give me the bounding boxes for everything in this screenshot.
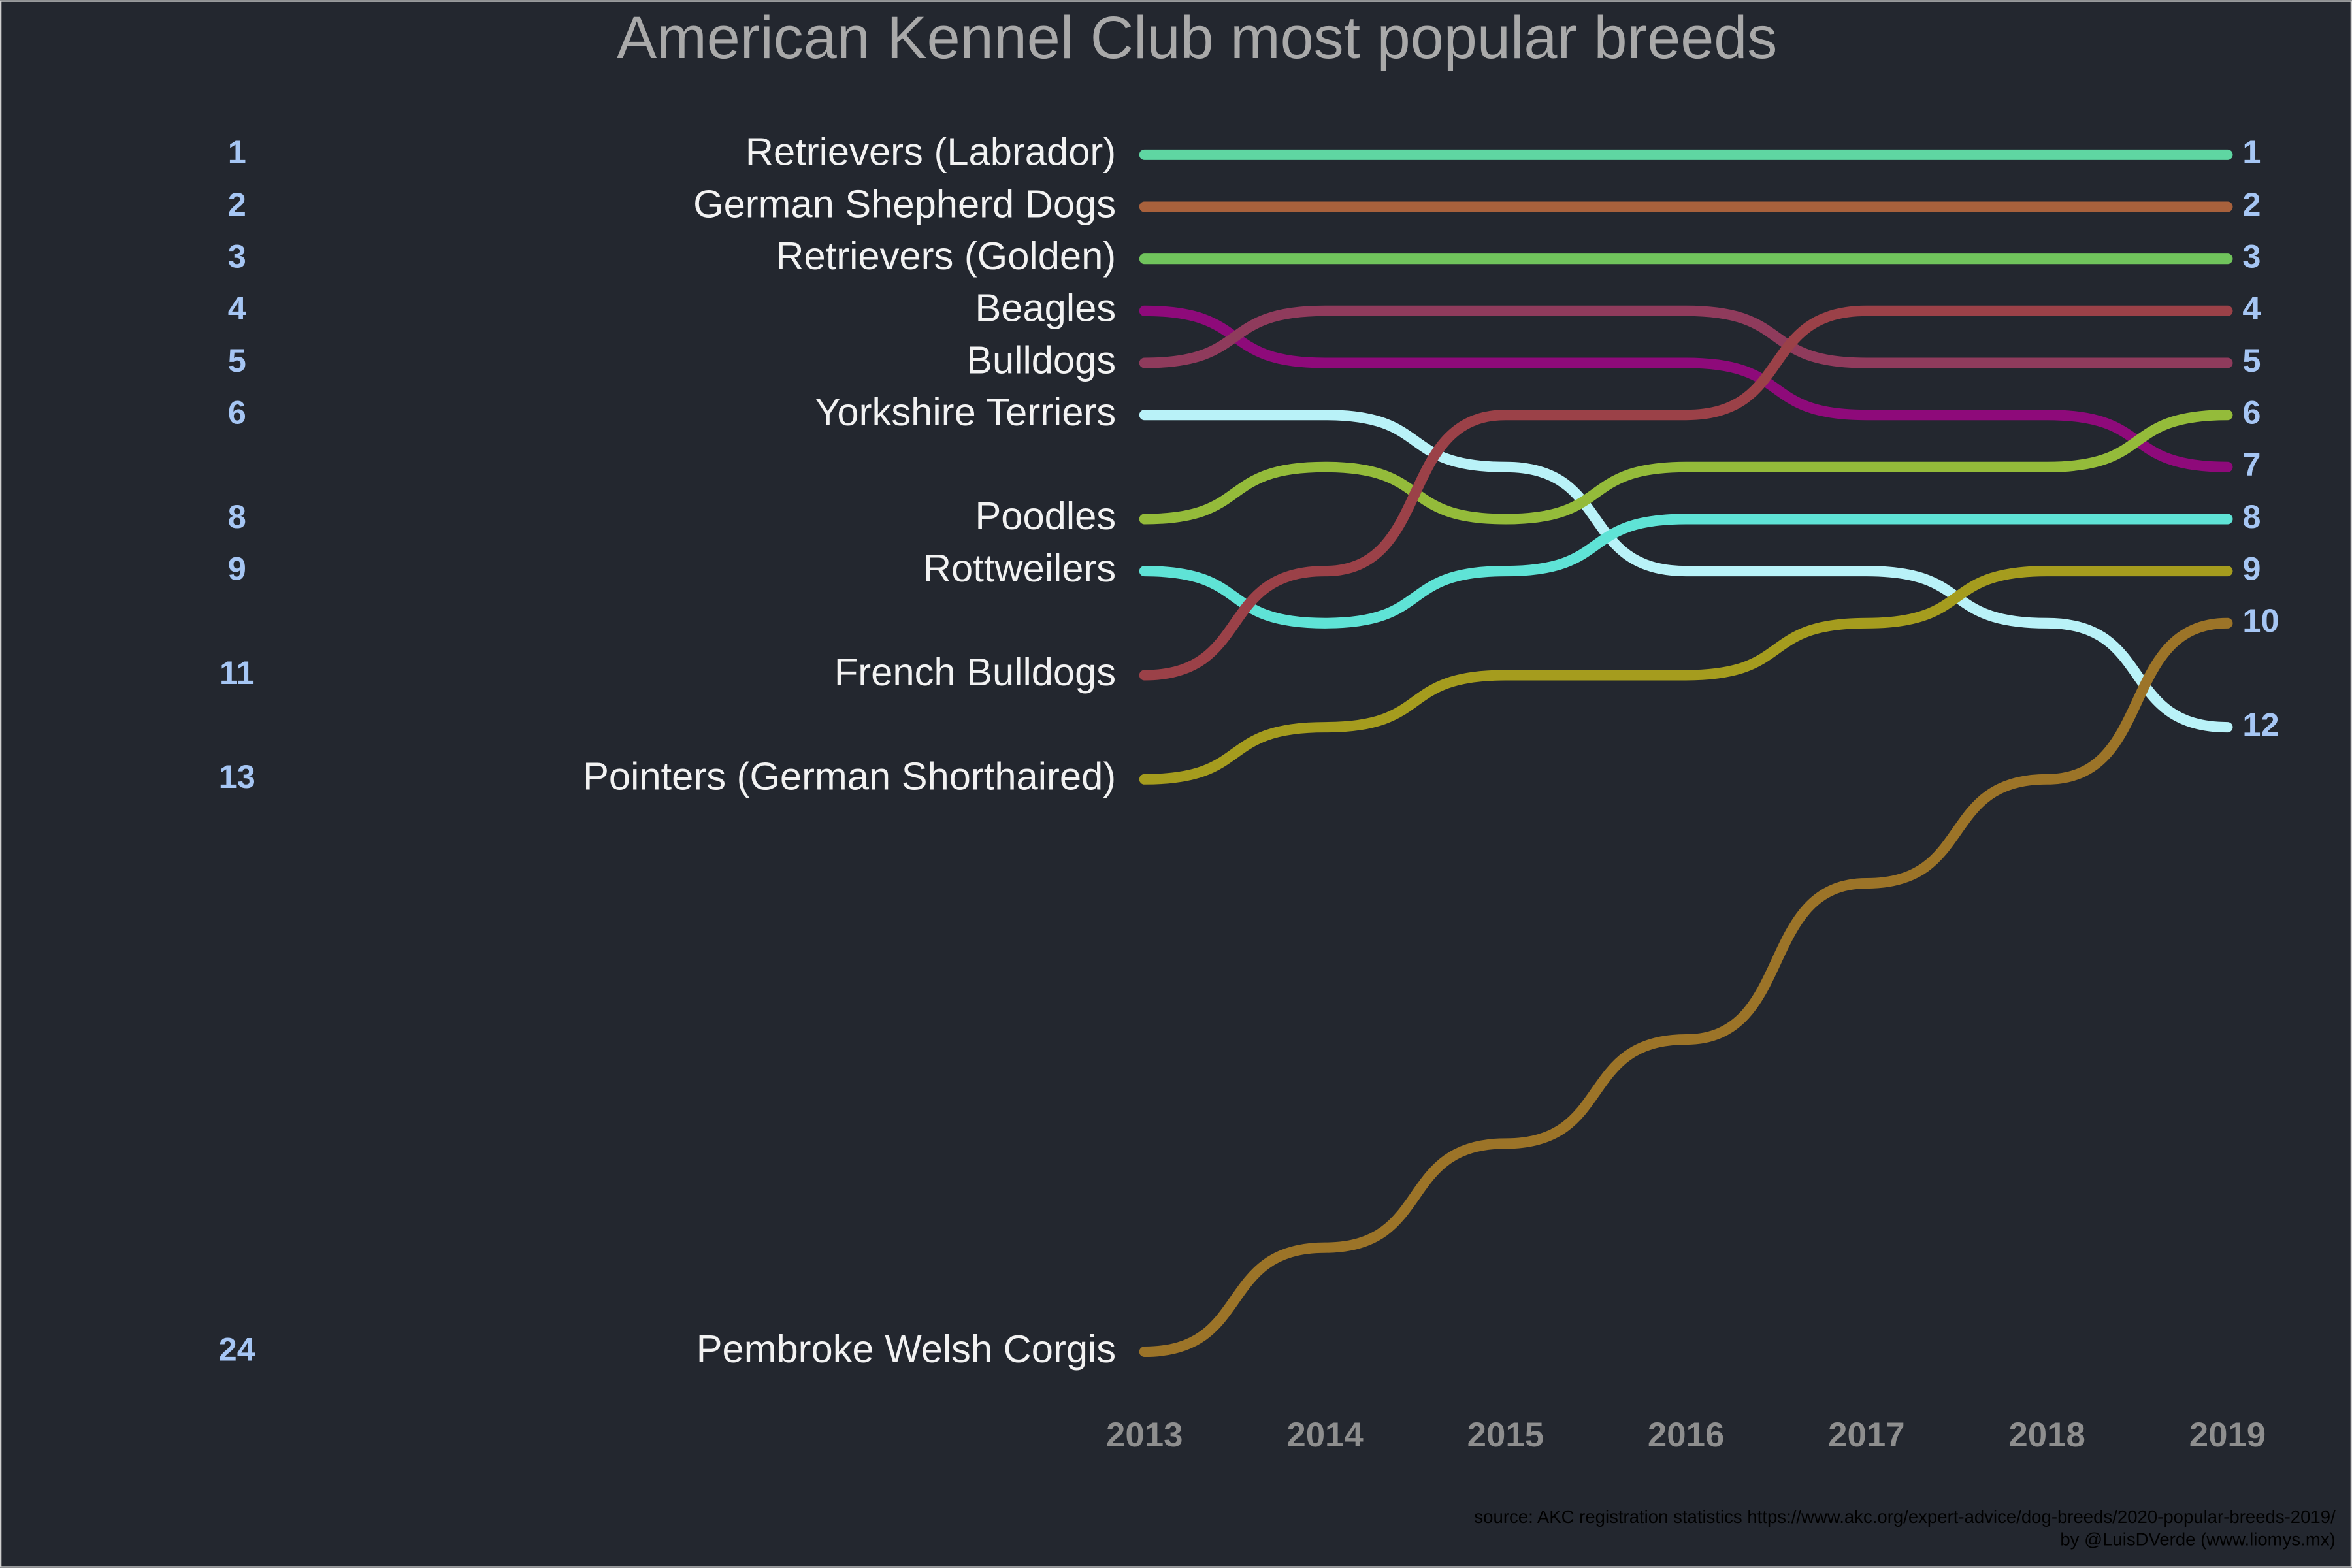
caption: by @LuisDVerde (www.liomys.mx): [2060, 1529, 2335, 1550]
end-rank: 5: [2242, 342, 2261, 379]
series-line: [1139, 410, 2233, 733]
series-label: French Bulldogs: [834, 650, 1116, 694]
series-label: Retrievers (Labrador): [745, 130, 1116, 174]
series-label: Poodles: [975, 494, 1116, 538]
end-rank: 8: [2242, 498, 2261, 535]
x-tick-label: 2019: [2189, 1416, 2266, 1454]
series-line: [1139, 305, 2233, 472]
start-rank: 8: [228, 498, 246, 535]
start-rank: 1: [228, 133, 246, 171]
series-label: Rottweilers: [923, 546, 1116, 590]
start-rank: 9: [228, 549, 246, 587]
end-rank: 7: [2242, 446, 2261, 483]
series-label: Pembroke Welsh Corgis: [696, 1327, 1116, 1371]
x-tick-label: 2014: [1286, 1416, 1364, 1454]
end-rank: 6: [2242, 393, 2261, 431]
series-label: Pointers (German Shorthaired): [583, 755, 1116, 798]
series-line: [1139, 305, 2233, 681]
start-rank: 6: [228, 393, 246, 431]
chart-title: American Kennel Club most popular breeds: [617, 5, 1777, 71]
start-rank: 5: [228, 342, 246, 379]
start-rank: 2: [228, 186, 246, 223]
end-rank: 12: [2242, 706, 2279, 743]
series-line: [1139, 410, 2233, 525]
x-tick-label: 2017: [1828, 1416, 1904, 1454]
end-rank: 9: [2242, 549, 2261, 587]
start-rank: 13: [219, 758, 255, 795]
x-tick-label: 2013: [1106, 1416, 1183, 1454]
series-label: German Shepherd Dogs: [693, 182, 1116, 225]
series-line: [1139, 617, 2233, 1358]
x-tick-label: 2016: [1648, 1416, 1724, 1454]
end-rank: 2: [2242, 186, 2261, 223]
series-label: Bulldogs: [966, 338, 1116, 382]
start-rank: 24: [219, 1330, 255, 1367]
series-line: [1139, 305, 2233, 368]
series-label: Beagles: [975, 286, 1116, 330]
x-tick-label: 2018: [2008, 1416, 2085, 1454]
start-rank: 11: [220, 654, 254, 691]
end-rank: 1: [2242, 133, 2261, 171]
end-rank: 4: [2242, 289, 2261, 327]
x-tick-label: 2015: [1467, 1416, 1544, 1454]
start-rank: 4: [228, 289, 246, 327]
series-line: [1139, 514, 2233, 629]
caption: source: AKC registration statistics http…: [1474, 1507, 2336, 1527]
end-rank: 10: [2242, 602, 2279, 639]
series-label: Yorkshire Terriers: [815, 390, 1116, 434]
series-label: Retrievers (Golden): [776, 234, 1116, 278]
start-rank: 3: [228, 238, 246, 275]
series-line: [1139, 566, 2233, 785]
end-rank: 3: [2242, 238, 2261, 275]
